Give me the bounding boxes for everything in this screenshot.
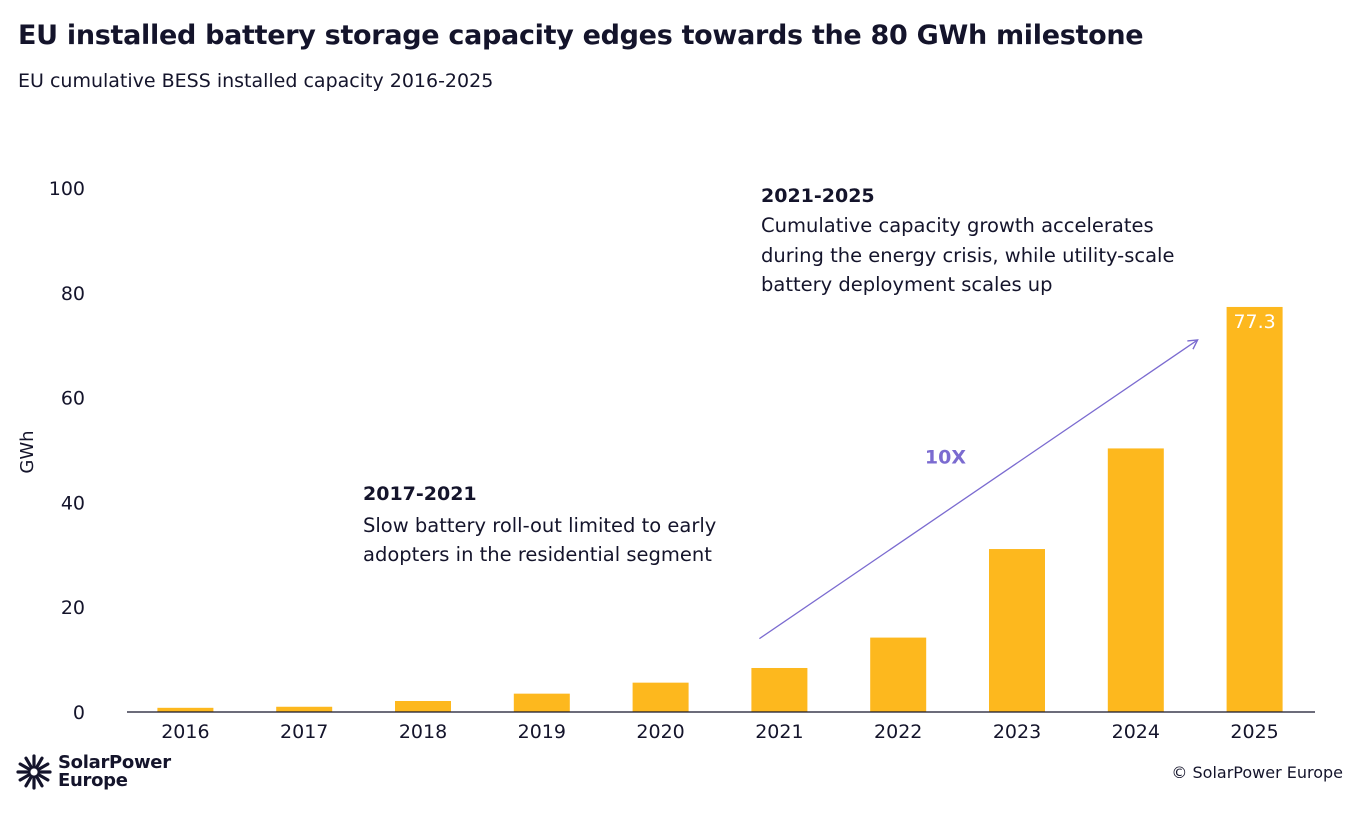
annotation-line: adopters in the residential segment [363, 543, 712, 566]
y-tick-label: 0 [73, 702, 85, 724]
x-tick-label: 2018 [399, 721, 447, 743]
bar-2024 [1107, 448, 1164, 712]
y-axis-title: GWh [17, 430, 38, 473]
copyright-notice: © SolarPower Europe [1171, 763, 1343, 782]
trend-line [759, 339, 1199, 640]
annotation-line: battery deployment scales up [761, 273, 1053, 296]
y-tick-label: 100 [49, 178, 85, 200]
bar-2017 [276, 706, 333, 712]
bar-2025 [1226, 306, 1283, 712]
bar-2016 [157, 707, 214, 712]
annotation-line: Cumulative capacity growth accelerates [761, 214, 1154, 237]
x-tick-label: 2022 [874, 721, 922, 743]
annotation-2021-2025: 2021-2025 Cumulative capacity growth acc… [761, 185, 1174, 296]
trend-arrow: 10X [759, 339, 1199, 640]
y-axis: 0 20 40 60 80 100 [49, 178, 85, 724]
x-tick-label: 2025 [1230, 721, 1278, 743]
x-tick-label: 2023 [993, 721, 1041, 743]
annotation-line: during the energy crisis, while utility-… [761, 244, 1174, 267]
bar-chart: 0 20 40 60 80 100 2016 2017 2018 2019 2020 2021 202… [17, 178, 1315, 743]
y-tick-label: 80 [61, 283, 85, 305]
logo-line-1: SolarPower [58, 752, 171, 773]
y-tick-label: 60 [61, 388, 85, 410]
y-tick-label: 40 [61, 492, 85, 514]
annotation-title: 2017-2021 [363, 483, 477, 505]
annotation-line: Slow battery roll-out limited to early [363, 514, 716, 537]
sun-icon [16, 754, 52, 790]
x-tick-label: 2024 [1112, 721, 1160, 743]
annotation-title: 2021-2025 [761, 185, 875, 207]
x-tick-label: 2017 [280, 721, 328, 743]
bar-2020 [632, 682, 689, 712]
x-tick-label: 2021 [755, 721, 803, 743]
bar-2019 [513, 693, 570, 712]
chart-subtitle: EU cumulative BESS installed capacity 20… [18, 70, 494, 92]
bar-2021 [751, 667, 808, 712]
trend-label: 10X [925, 446, 966, 468]
annotation-2017-2021: 2017-2021 Slow battery roll-out limited … [363, 483, 716, 566]
data-label-2025: 77.3 [1233, 311, 1275, 333]
data-labels: 77.3 [1233, 311, 1275, 333]
x-tick-label: 2020 [636, 721, 684, 743]
solarpower-europe-logo: SolarPower Europe [16, 754, 171, 790]
bar-2022 [870, 637, 927, 712]
bars [157, 306, 1283, 712]
x-axis: 2016 2017 2018 2019 2020 2021 2022 2023 2024 2025 [161, 721, 1279, 743]
bar-2023 [989, 549, 1045, 712]
y-tick-label: 20 [61, 597, 85, 619]
chart-title: EU installed battery storage capacity ed… [18, 20, 1144, 51]
logo-line-2: Europe [58, 770, 128, 791]
x-tick-label: 2019 [518, 721, 566, 743]
x-tick-label: 2016 [161, 721, 209, 743]
bar-2018 [395, 700, 451, 712]
